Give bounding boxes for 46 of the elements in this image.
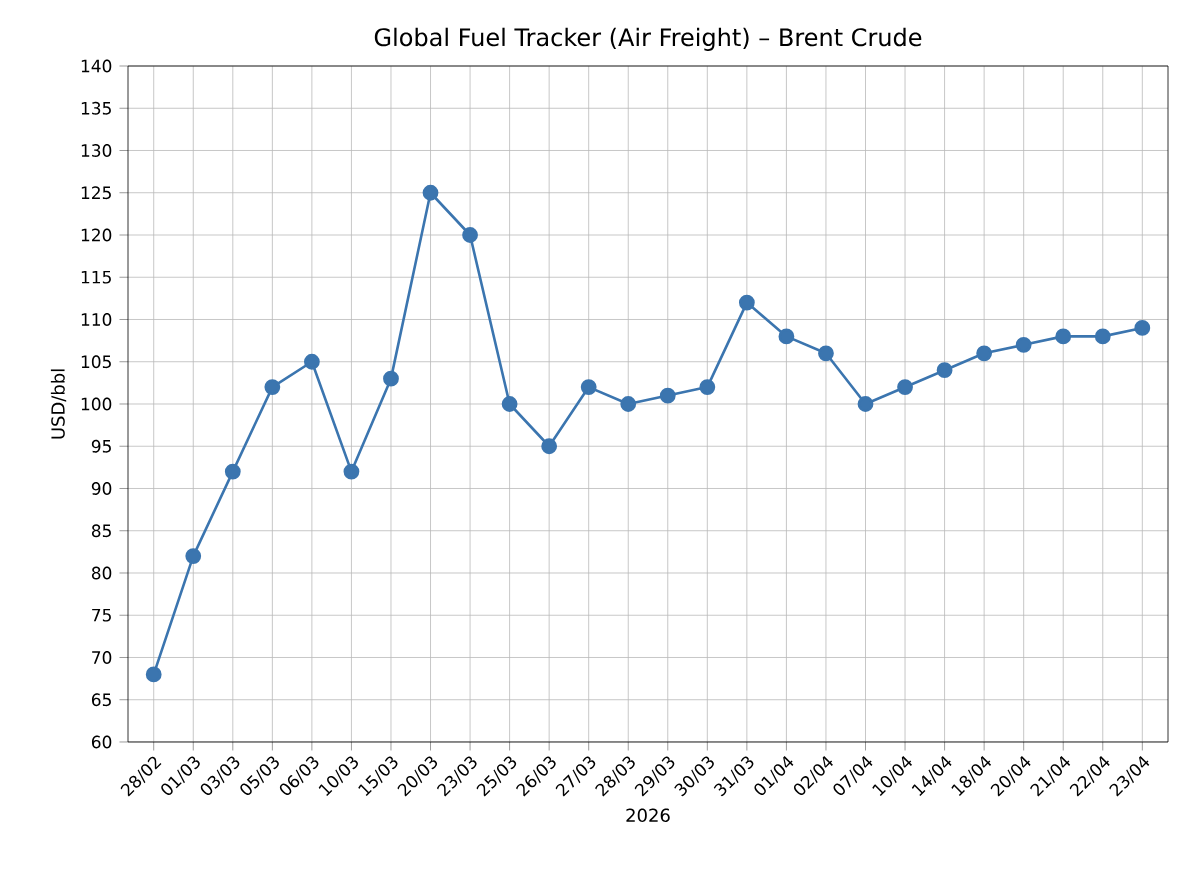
point [303, 353, 320, 370]
point [264, 379, 281, 395]
point [185, 548, 202, 564]
y-tick-label: 100 [81, 397, 112, 411]
y-tick-label: 120 [81, 228, 112, 242]
y-tick-label: 135 [81, 101, 111, 115]
y-tick-label: 65 [91, 693, 111, 707]
point [145, 666, 162, 683]
point [580, 379, 597, 395]
y-tick-label: 80 [91, 566, 112, 580]
y-tick-label: 90 [91, 482, 112, 495]
chart-title: Global Fuel Tracker (Air Freight) – Brent Crude [374, 27, 922, 51]
point [224, 463, 241, 480]
y-tick-label: 60 [91, 735, 112, 749]
point [343, 463, 360, 480]
point [422, 184, 439, 201]
y-tick-label: 115 [81, 270, 111, 284]
point [857, 396, 874, 412]
point [501, 396, 518, 412]
point [462, 227, 478, 243]
y-tick-label: 125 [81, 186, 111, 200]
point [1015, 336, 1032, 353]
point [1134, 320, 1151, 336]
x-axis-title: 2026 [626, 808, 670, 823]
y-tick-label: 140 [81, 59, 112, 73]
y-tick-label: 130 [81, 144, 112, 157]
y-tick-label: 75 [92, 608, 111, 622]
point [936, 362, 953, 379]
point [1055, 328, 1072, 345]
point [1094, 328, 1111, 345]
point [659, 387, 676, 404]
y-tick-label: 95 [91, 439, 111, 453]
point [620, 396, 637, 412]
point [818, 345, 834, 362]
point [541, 438, 558, 455]
point [976, 345, 993, 362]
y-tick-label: 110 [81, 313, 112, 326]
y-tick-label: 105 [81, 355, 111, 369]
point [699, 379, 716, 395]
point [897, 379, 913, 395]
y-axis-title: USD/bbl [50, 369, 67, 439]
y-tick-label: 85 [91, 524, 111, 538]
y-tick-label: 70 [92, 651, 112, 664]
point [778, 328, 795, 345]
point [738, 294, 755, 311]
point [383, 370, 399, 387]
